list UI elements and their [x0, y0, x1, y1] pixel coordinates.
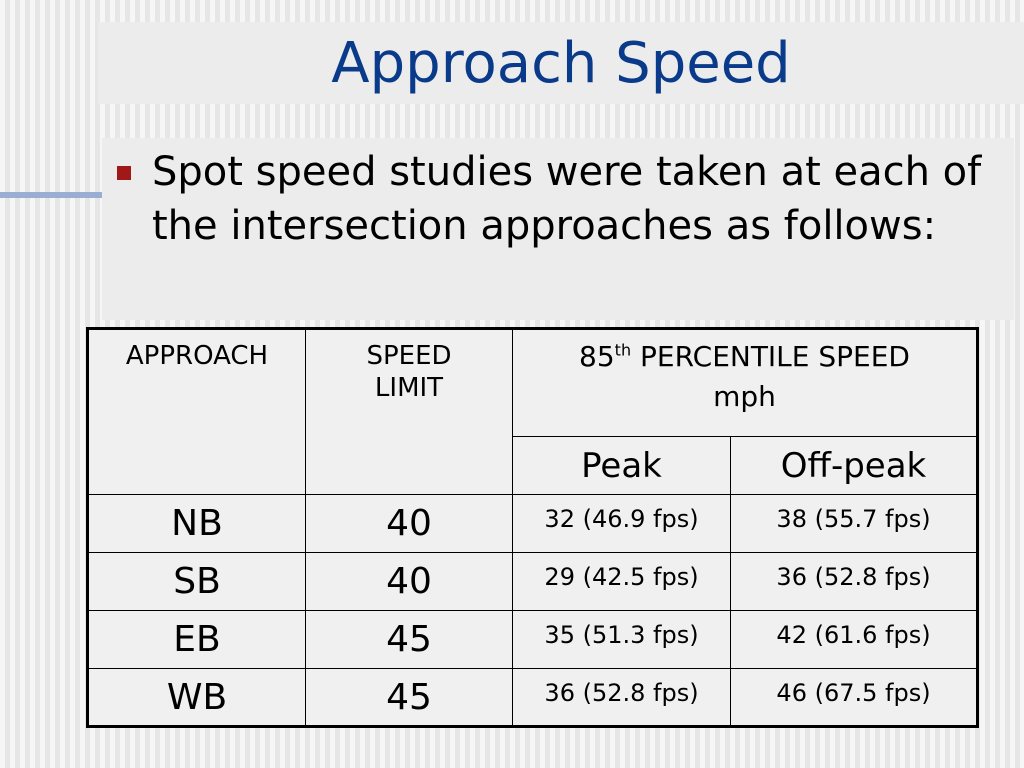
header-percentile-line: 85th PERCENTILE SPEED [513, 334, 976, 380]
row-peak: 35 (51.3 fps) [512, 610, 731, 669]
header-approach: APPROACH [87, 328, 306, 495]
table-row: EB 45 35 (51.3 fps) 42 (61.6 fps) [87, 610, 979, 669]
title-band [98, 22, 1024, 104]
speed-table: APPROACH SPEED LIMIT 85th PERCENTILE SPE… [86, 327, 980, 728]
row-limit: 45 [305, 668, 513, 727]
slide-title: Approach Speed [331, 31, 791, 96]
row-peak: 32 (46.9 fps) [512, 494, 731, 553]
table-row: SB 40 29 (42.5 fps) 36 (52.8 fps) [87, 552, 979, 611]
row-limit: 45 [305, 610, 513, 669]
header-speed-limit-line2: LIMIT [374, 373, 444, 403]
bullet-text: Spot speed studies were taken at each of… [152, 149, 982, 249]
bullet-square-icon [117, 166, 131, 180]
row-limit: 40 [305, 494, 513, 553]
row-approach: EB [87, 610, 306, 669]
header-off-peak: Off-peak [729, 436, 979, 495]
percentile-number: 85 [579, 340, 615, 373]
header-percentile: 85th PERCENTILE SPEED mph [511, 328, 979, 437]
percentile-unit: mph [713, 380, 776, 413]
row-peak: 36 (52.8 fps) [512, 668, 731, 727]
row-limit: 40 [305, 552, 513, 611]
accent-line [0, 192, 102, 198]
table-row: WB 45 36 (52.8 fps) 46 (67.5 fps) [87, 668, 979, 727]
percentile-label: PERCENTILE SPEED [640, 340, 910, 373]
row-off-peak: 36 (52.8 fps) [729, 552, 979, 611]
row-approach: SB [87, 552, 306, 611]
body-band [102, 138, 1014, 320]
row-peak: 29 (42.5 fps) [512, 552, 731, 611]
header-speed-limit-line1: SPEED [366, 341, 452, 371]
table-row: NB 40 32 (46.9 fps) 38 (55.7 fps) [87, 494, 979, 553]
row-approach: NB [87, 494, 306, 553]
row-off-peak: 42 (61.6 fps) [729, 610, 979, 669]
row-approach: WB [87, 668, 306, 727]
header-peak: Peak [512, 436, 731, 495]
row-off-peak: 38 (55.7 fps) [729, 494, 979, 553]
header-speed-limit: SPEED LIMIT [305, 328, 513, 495]
percentile-suffix: th [614, 340, 632, 360]
row-off-peak: 46 (67.5 fps) [729, 668, 979, 727]
